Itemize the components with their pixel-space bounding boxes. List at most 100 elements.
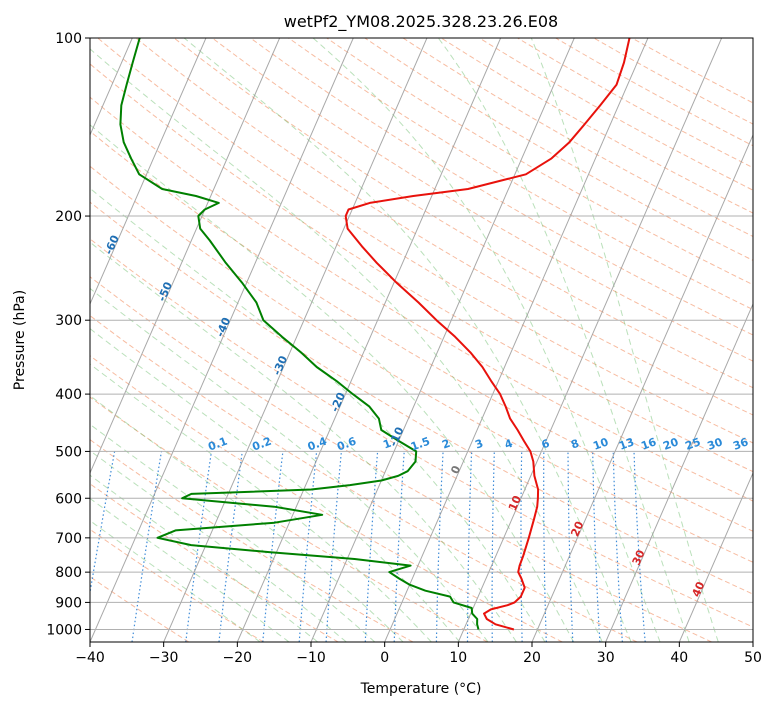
isotherm [384,38,649,642]
moist-adiabat [90,124,575,642]
mixing-ratio-line [90,451,116,597]
dry-adiabat [249,38,753,336]
isotherm [457,38,723,642]
mixing-ratio-label: 1 [381,437,393,452]
dry-adiabat [90,63,753,473]
dry-adiabat [173,38,753,389]
isotherm [236,38,502,642]
dry-adiabat [90,576,190,642]
isotherm-label: 10 [506,493,524,513]
isotherm [163,38,428,642]
isotherm [90,38,281,475]
dry-adiabat [135,38,753,416]
isotherm [90,38,207,306]
x-axis-ticks: −40 −30 −20 −10 0 10 20 30 40 50 [75,642,762,666]
mixing-ratio-line [435,451,444,642]
mixing-ratio-line [364,451,379,642]
mixing-ratio-label: 20 [661,435,680,453]
x-tick-label: 40 [670,650,688,666]
y-axis-label: Pressure (hPa) [12,290,28,390]
dry-adiabat [96,38,753,444]
dry-adiabat [90,165,753,563]
y-tick-label: 700 [55,531,82,547]
mixing-ratio-line [218,451,243,642]
x-axis-label: Temperature (°C) [360,681,482,697]
moist-adiabat [530,38,719,642]
mixing-ratio-label: 0.4 [306,435,329,454]
moist-adiabat [312,38,661,642]
moist-adiabat [90,423,376,642]
dry-adiabat [402,38,753,237]
temperature-line [344,38,631,631]
mixing-ratio-line [633,451,646,642]
moist-adiabat [90,474,319,642]
pressure-grid [90,38,753,642]
dry-adiabat [90,201,753,595]
moist-adiabat [90,497,290,642]
dry-adiabat [440,38,753,214]
dry-adiabat [90,276,712,642]
y-tick-label: 300 [55,313,82,329]
y-tick-label: 1000 [46,623,82,639]
isotherm [678,471,753,642]
x-tick-label: 30 [597,650,615,666]
x-tick-label: 10 [449,650,467,666]
isotherm [531,133,753,642]
x-tick-label: −10 [296,650,326,666]
y-tick-label: 400 [55,387,82,403]
mixing-ratio-label: 3 [473,437,485,452]
y-tick-label: 800 [55,565,82,581]
data-series [119,38,631,631]
moist-adiabat [90,520,261,642]
x-tick-label: −30 [149,650,179,666]
mixing-ratio-label: 36 [731,435,750,453]
isotherm [310,38,575,642]
mixing-ratio-label: 8 [569,437,581,452]
x-tick-label: 50 [744,650,762,666]
isotherm-label: -80 [0,137,16,161]
dry-adiabat [90,238,753,628]
isotherm [90,38,354,642]
dry-adiabat [592,38,753,125]
mixing-ratio-label: 0.2 [251,435,274,454]
mixing-ratio-label: 10 [591,435,610,453]
y-tick-label: 100 [55,31,82,47]
x-tick-label: 20 [523,650,541,666]
mixing-ratio-label: 2 [440,437,452,452]
y-tick-label: 600 [55,491,82,507]
dry-adiabat [363,38,753,261]
x-tick-label: −20 [223,650,253,666]
dry-adiabat [90,439,414,642]
dry-adiabat [90,396,488,642]
mixing-ratio-label: 0.6 [335,435,358,454]
moist-adiabat [90,287,489,642]
mixing-ratio-label: 4 [503,437,515,452]
mixing-ratio-line [325,451,342,642]
moist-adiabat [90,241,517,642]
dry-adiabat [90,355,563,642]
dry-adiabat [90,528,264,642]
line-labels: -100-90-80-70-60-50-40-30-20-10010203040… [0,137,750,599]
mixing-ratio-line [567,451,574,642]
isotherm-label: 40 [689,579,707,599]
dry-adiabat [90,130,753,532]
moist-adiabat [90,363,432,642]
isotherm-label: -70 [49,185,69,209]
y-axis-ticks: 1000 900 800 700 600 500 400 300 200 100 [46,31,90,639]
dry-adiabat [90,96,753,502]
x-tick-label: 0 [380,650,389,666]
mixing-ratio-label: 1.5 [409,435,432,454]
mixing-ratio-line [491,451,495,642]
mixing-ratio-line [185,451,213,642]
moist-adiabat [90,328,461,642]
y-tick-label: 900 [55,595,82,611]
mixing-ratio-line [262,451,284,642]
isotherm [752,640,753,642]
isotherm [605,302,753,642]
mixing-ratio-label: 16 [639,435,658,453]
y-tick-label: 500 [55,444,82,460]
moist-adiabat [90,48,603,642]
isotherm-label: 20 [568,519,586,539]
isotherm-label: 30 [630,548,648,568]
mixing-ratio-label: 25 [683,435,702,452]
